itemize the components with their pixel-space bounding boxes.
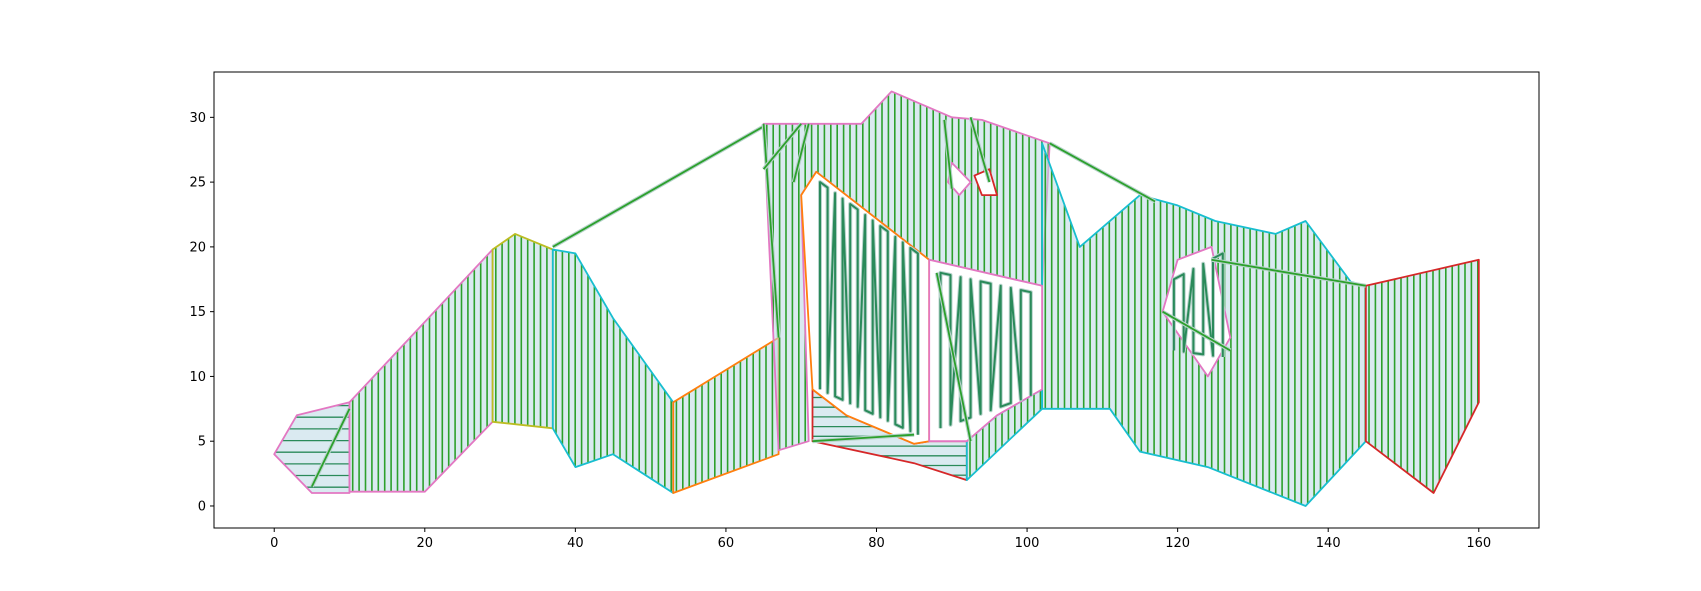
travel-line [1211, 258, 1366, 287]
x-tick-label: 100 [1015, 536, 1040, 551]
region-fill [274, 402, 350, 493]
x-axis: 0 20 40 60 80 100 120 140 160 [270, 528, 1491, 551]
y-tick-label: 20 [189, 240, 206, 255]
travel-line [1049, 142, 1156, 203]
travel-line [943, 119, 953, 189]
region-outline [672, 336, 780, 494]
plot-area [273, 90, 1480, 507]
toolpath-serpentine [939, 271, 1032, 429]
x-tick-label: 140 [1316, 536, 1341, 551]
hatched-region [965, 388, 1043, 482]
y-tick-label: 0 [198, 499, 206, 514]
region-fill [349, 249, 493, 492]
travel-line [969, 117, 991, 183]
travel-line [812, 433, 915, 443]
hatched-region [1364, 258, 1480, 494]
travel-line [762, 123, 802, 170]
toolpath-serpentine [819, 181, 919, 435]
travel-line [792, 123, 810, 183]
region-fill [492, 233, 553, 429]
hatched-region [348, 248, 494, 493]
toolpath-serpentine [1172, 252, 1224, 357]
x-tick-label: 160 [1466, 536, 1491, 551]
region-fill [673, 337, 779, 493]
y-tick-label: 25 [189, 176, 206, 191]
x-tick-label: 40 [567, 536, 584, 551]
x-tick-label: 80 [868, 536, 885, 551]
region-fill [966, 389, 1043, 481]
hatched-region [491, 232, 554, 430]
x-tick-label: 20 [417, 536, 434, 551]
hatched-region [551, 248, 675, 494]
hatched-region [672, 336, 780, 494]
travel-line [935, 272, 972, 442]
travel-line [552, 125, 765, 248]
x-tick-label: 0 [270, 536, 278, 551]
x-tick-label: 60 [718, 536, 735, 551]
region-fill [1365, 259, 1479, 493]
x-tick-label: 120 [1165, 536, 1190, 551]
y-tick-label: 5 [198, 435, 206, 450]
hatched-region [273, 401, 351, 494]
y-tick-label: 15 [189, 305, 206, 320]
travel-line [311, 408, 351, 487]
region-outline [1364, 258, 1480, 494]
y-tick-label: 10 [189, 370, 206, 385]
y-tick-label: 30 [189, 111, 206, 126]
y-axis: 0 5 10 15 20 25 30 [189, 111, 214, 514]
travel-line [762, 123, 780, 338]
region-outline [348, 248, 494, 493]
travel-line [1162, 310, 1231, 352]
